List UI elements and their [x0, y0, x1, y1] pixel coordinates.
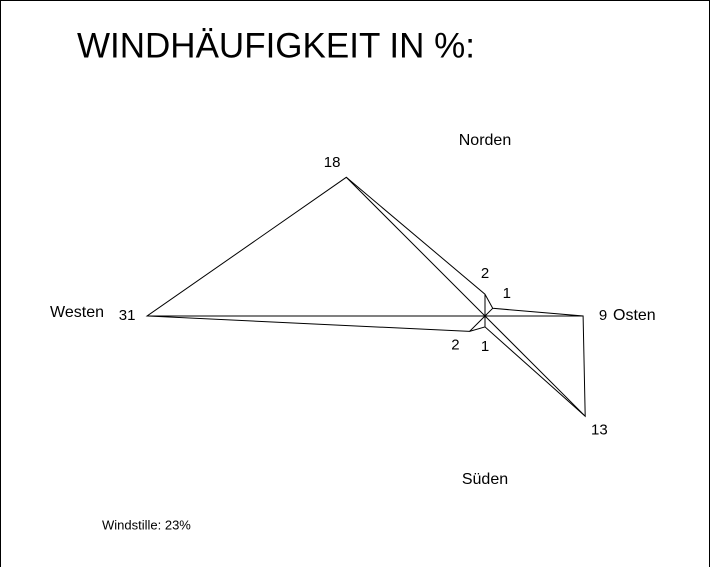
value-label: 2 [451, 337, 459, 354]
chart-title: WINDHÄUFIGKEIT IN %: [77, 26, 475, 65]
wind-spoke [484, 307, 494, 317]
frame [0, 0, 710, 567]
direction-label: Süden [462, 471, 508, 488]
annotation: Windstille: 23% [102, 517, 191, 532]
value-label: 1 [503, 285, 511, 302]
value-label: 13 [591, 421, 608, 438]
wind-polygon [145, 176, 586, 418]
direction-label: Osten [613, 307, 656, 324]
direction-label: Westen [50, 304, 104, 321]
value-label: 31 [119, 307, 136, 324]
wind-spoke [345, 176, 486, 317]
wind-spoke [469, 315, 486, 332]
value-label: 18 [324, 154, 341, 171]
value-label: 1 [481, 338, 489, 355]
value-label: 9 [599, 307, 607, 324]
value-label: 2 [481, 265, 489, 282]
wind-spoke [484, 315, 586, 417]
direction-label: Norden [459, 132, 511, 149]
